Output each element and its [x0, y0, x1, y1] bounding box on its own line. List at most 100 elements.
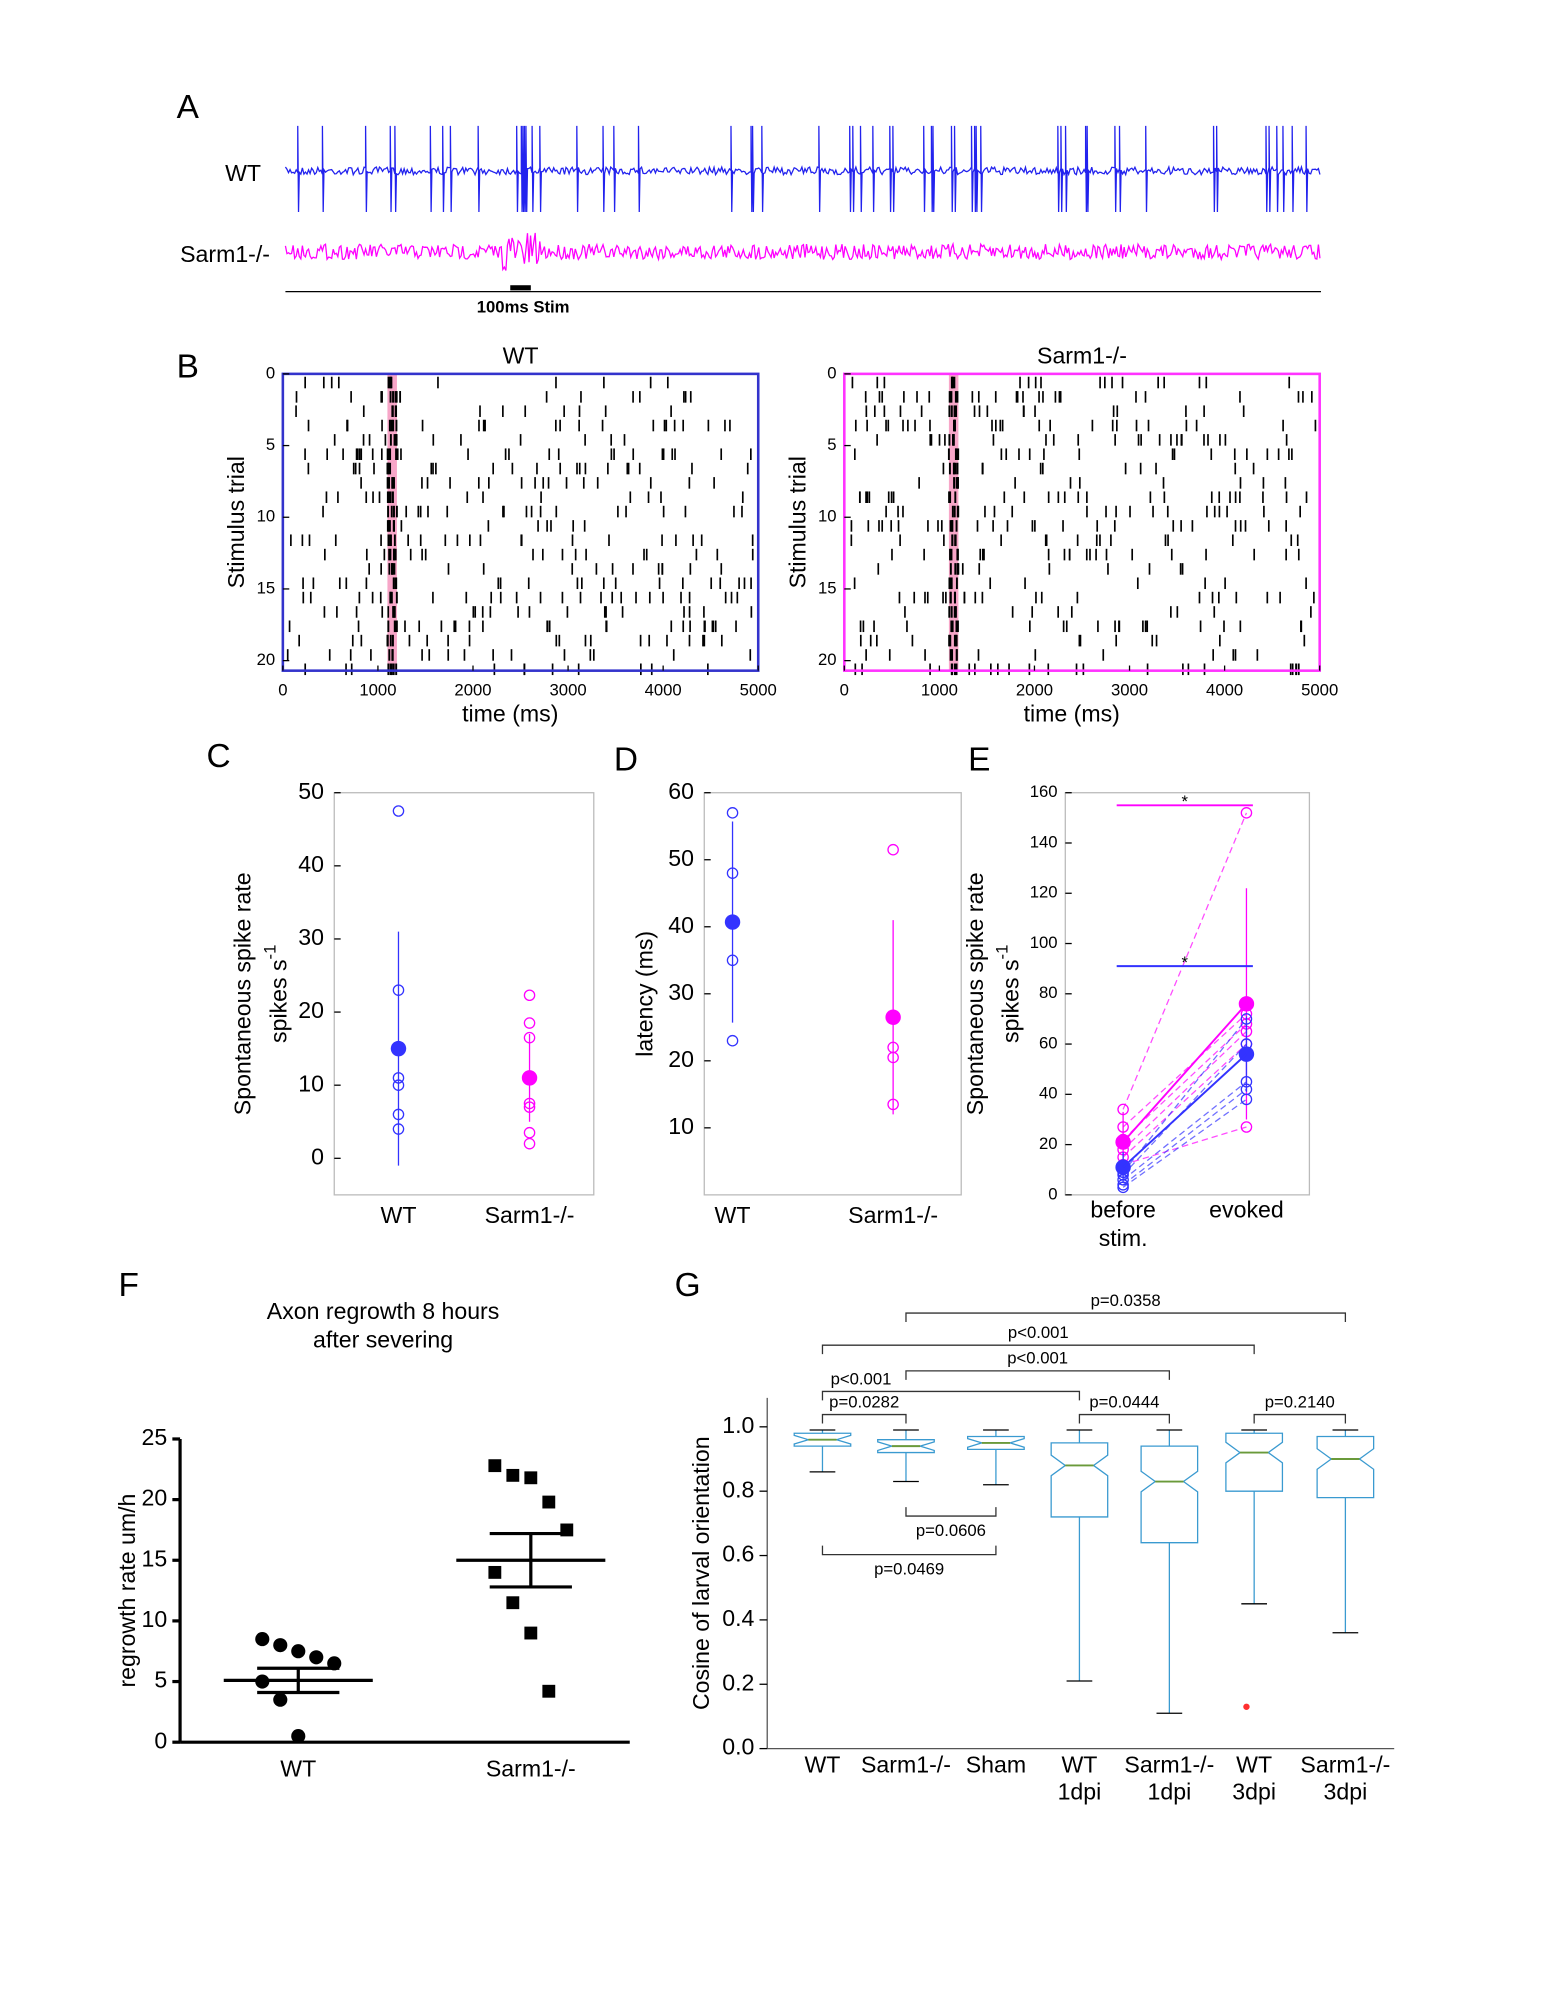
mean: [390, 1040, 407, 1057]
x-tick-label: 4000: [1206, 681, 1243, 700]
point: [523, 1031, 536, 1044]
y-tick-label: 0.6: [722, 1541, 754, 1567]
x-tick-label: 0: [278, 681, 287, 700]
mean: [724, 914, 741, 930]
y-tick-label: 0.2: [722, 1669, 754, 1695]
point: [726, 807, 739, 819]
pair-line: [1122, 1031, 1247, 1151]
mean: [885, 1009, 901, 1025]
point: [291, 1644, 306, 1659]
panel-letter: C: [207, 738, 231, 775]
x-tick-label: Sarm1-/-: [485, 1202, 575, 1228]
y-tick-label: 5: [154, 1667, 167, 1693]
x-tick-label: 3dpi: [1324, 1779, 1368, 1805]
superscript: -1: [260, 945, 279, 960]
comparison-bracket: [821, 1413, 907, 1424]
panel-letter: G: [675, 1267, 701, 1304]
superscript: -1: [993, 945, 1012, 960]
point: [726, 867, 739, 879]
y-axis-label: Spontaneous spike rate: [962, 872, 988, 1115]
mean: [521, 1070, 538, 1086]
box: [793, 1432, 852, 1447]
y-tick-label: 40: [668, 912, 694, 938]
y-axis-label: latency (ms): [632, 931, 658, 1057]
y-tick-label: 0.0: [722, 1734, 754, 1760]
y-axis-label: Stimulus trial: [784, 456, 810, 588]
point: [726, 1034, 739, 1047]
y-tick-label: 140: [1030, 832, 1058, 851]
frame: [843, 372, 1321, 672]
pair-line: [1122, 1081, 1247, 1181]
point: [524, 1626, 538, 1640]
box: [877, 1439, 935, 1454]
x-tick-label: before stim.: [1090, 1197, 1156, 1251]
y-tick-label: 15: [818, 578, 837, 597]
trace: [284, 232, 1321, 272]
y-tick-label: 0: [154, 1727, 167, 1753]
chart-title: Sarm1-/-: [1037, 342, 1127, 368]
panel-letter: E: [968, 742, 990, 779]
comparison-label: p=0.0469: [874, 1559, 944, 1578]
comparison-bracket: [1253, 1413, 1347, 1424]
point: [392, 1072, 405, 1084]
comparison-label: p=0.0282: [829, 1392, 899, 1411]
x-axis-label: time (ms): [1024, 701, 1120, 727]
chart-title: Axon regrowth 8 hours: [267, 1298, 500, 1324]
pair-line: [1122, 1023, 1247, 1141]
y-axis-label: Stimulus trial: [223, 456, 249, 588]
y-tick-label: 10: [668, 1113, 694, 1139]
x-tick-label: WT: [804, 1752, 840, 1778]
x-tick-label: WT: [715, 1202, 751, 1228]
y-tick-label: 0: [827, 363, 836, 382]
point: [506, 1596, 520, 1610]
y-axis-label: spikes s-1: [993, 945, 1024, 1043]
y-tick-label: 60: [1039, 1033, 1058, 1052]
y-tick-label: 20: [668, 1046, 694, 1072]
comparison-bracket: [905, 1312, 1347, 1323]
y-tick-label: 0: [1048, 1184, 1057, 1203]
y-tick-label: 15: [142, 1545, 168, 1571]
x-axis-label: time (ms): [462, 701, 558, 727]
stim-bar: [510, 285, 531, 291]
y-tick-label: 20: [1039, 1134, 1058, 1153]
frame: [333, 792, 595, 1196]
x-tick-label: 1000: [921, 681, 958, 700]
y-tick-label: 20: [298, 997, 324, 1023]
x-tick-label: 1dpi: [1058, 1779, 1102, 1805]
chart-title: after severing: [313, 1326, 453, 1352]
y-tick-label: 5: [266, 435, 275, 454]
y-tick-label: 10: [142, 1606, 168, 1632]
comparison-label: p=0.2140: [1265, 1392, 1335, 1411]
point: [887, 1098, 899, 1111]
y-tick-label: 1.0: [722, 1412, 754, 1438]
comparison-bracket: [821, 1390, 1081, 1401]
box: [967, 1435, 1025, 1450]
point: [392, 1123, 405, 1135]
pair-line: [1122, 1018, 1247, 1173]
x-tick-label: WT: [381, 1202, 417, 1228]
comparison-label: p<0.001: [1007, 1349, 1068, 1368]
frame: [703, 792, 962, 1196]
y-axis-label: regrowth rate um/h: [114, 1494, 140, 1688]
x-tick-label: 3000: [1111, 681, 1148, 700]
pair-line: [1122, 812, 1248, 1110]
point: [255, 1632, 270, 1647]
point: [1240, 1093, 1253, 1106]
x-tick-label: Sarm1-/-: [1300, 1752, 1390, 1778]
y-tick-label: 160: [1030, 782, 1058, 801]
panel-letter: B: [177, 349, 199, 386]
y-tick-label: 25: [142, 1424, 168, 1450]
y-tick-label: 80: [1039, 983, 1058, 1002]
point: [887, 843, 899, 856]
y-tick-label: 20: [142, 1485, 168, 1511]
y-tick-label: 0.4: [722, 1605, 754, 1631]
y-tick-label: 10: [818, 507, 837, 526]
y-tick-label: 50: [668, 845, 694, 871]
significance-label: *: [1182, 953, 1189, 972]
y-tick-label: 30: [298, 924, 324, 950]
x-tick-label: Sarm1-/-: [1124, 1752, 1214, 1778]
y-axis-label: Spontaneous spike rate: [229, 872, 255, 1115]
y-tick-label: 10: [257, 507, 276, 526]
comparison-bracket: [905, 1370, 1171, 1380]
